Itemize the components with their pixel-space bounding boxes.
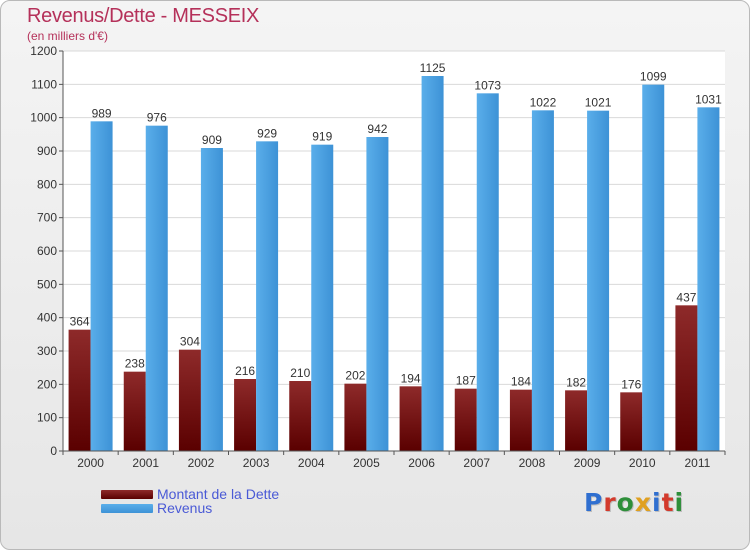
y-tick-label: 400 — [37, 311, 57, 325]
bar-revenus — [200, 148, 223, 451]
bar-dette — [68, 329, 91, 451]
y-tick-label: 600 — [37, 244, 57, 258]
bar-revenus — [311, 144, 334, 451]
legend-swatch-revenus — [101, 504, 153, 513]
legend-label-revenus: Revenus — [157, 500, 213, 516]
data-label-revenus: 1021 — [585, 96, 612, 110]
data-label-dette: 216 — [235, 364, 255, 378]
bar-revenus — [642, 84, 665, 452]
data-label-revenus: 1022 — [530, 95, 557, 109]
data-label-dette: 437 — [676, 290, 696, 304]
bar-revenus — [476, 93, 499, 451]
x-tick-label: 2002 — [188, 456, 215, 470]
bar-revenus — [421, 76, 444, 451]
bar-dette — [123, 371, 146, 451]
bar-revenus — [256, 141, 279, 452]
x-tick-label: 2010 — [629, 456, 656, 470]
logo-letter: r — [603, 488, 617, 517]
bar-dette — [675, 305, 698, 451]
data-label-revenus: 1073 — [474, 78, 501, 92]
data-label-revenus: 1125 — [420, 61, 446, 75]
x-tick-label: 2008 — [519, 456, 546, 470]
x-tick-label: 2009 — [574, 456, 601, 470]
data-label-dette: 184 — [511, 375, 531, 389]
y-tick-label: 200 — [37, 377, 57, 391]
proxiti-logo: Proxiti — [584, 488, 684, 517]
data-label-dette: 304 — [180, 335, 200, 349]
data-label-dette: 238 — [125, 357, 145, 371]
bar-revenus — [145, 125, 168, 452]
y-tick-label: 1200 — [30, 44, 57, 58]
y-tick-label: 0 — [50, 444, 57, 458]
bar-revenus — [90, 121, 113, 451]
bar-dette — [234, 379, 257, 451]
x-tick-label: 2006 — [408, 456, 435, 470]
logo-letter: i — [674, 488, 685, 517]
y-tick-label: 1100 — [31, 77, 57, 91]
bar-revenus — [587, 110, 610, 452]
data-label-revenus: 942 — [367, 122, 387, 136]
bar-dette — [509, 389, 532, 451]
data-label-dette: 187 — [456, 374, 476, 388]
data-label-dette: 194 — [401, 371, 421, 385]
logo-letter: i — [652, 488, 662, 517]
bar-dette — [289, 381, 312, 451]
bar-dette — [454, 388, 477, 451]
logo-letter: P — [584, 488, 604, 517]
logo-letter: x — [634, 488, 652, 517]
bar-dette — [399, 386, 422, 451]
x-tick-label: 2011 — [685, 456, 711, 470]
logo-letter: t — [661, 488, 675, 517]
y-tick-label: 100 — [37, 411, 57, 425]
y-tick-label: 800 — [37, 177, 57, 191]
legend-label-dette: Montant de la Dette — [157, 486, 280, 502]
x-tick-label: 2007 — [463, 456, 490, 470]
bar-dette — [178, 349, 201, 451]
data-label-dette: 202 — [345, 369, 365, 383]
data-label-revenus: 929 — [257, 126, 277, 140]
data-label-revenus: 1099 — [640, 70, 667, 84]
bar-dette — [620, 392, 643, 451]
data-label-revenus: 1031 — [695, 92, 722, 106]
data-label-revenus: 919 — [312, 130, 332, 144]
y-tick-label: 500 — [37, 277, 57, 291]
y-tick-label: 1000 — [30, 111, 57, 125]
x-tick-label: 2005 — [353, 456, 380, 470]
data-label-dette: 182 — [566, 375, 586, 389]
bar-revenus — [531, 110, 554, 451]
data-label-dette: 364 — [70, 315, 90, 329]
y-tick-label: 700 — [37, 211, 57, 225]
x-tick-label: 2000 — [77, 456, 104, 470]
bar-dette — [344, 383, 367, 451]
legend-swatch-dette — [101, 490, 153, 499]
y-tick-label: 900 — [37, 144, 57, 158]
data-label-revenus: 909 — [202, 133, 222, 147]
bar-revenus — [697, 107, 720, 451]
data-label-revenus: 976 — [147, 111, 167, 125]
x-tick-label: 2001 — [132, 456, 159, 470]
chart-subtitle: (en milliers d'€) — [27, 29, 108, 43]
data-label-revenus: 989 — [92, 106, 112, 120]
data-label-dette: 210 — [290, 366, 310, 380]
x-tick-label: 2004 — [298, 456, 325, 470]
bar-dette — [565, 390, 588, 451]
logo-letter: o — [616, 488, 635, 517]
bar-revenus — [366, 137, 389, 451]
y-tick-label: 300 — [37, 344, 57, 358]
x-tick-label: 2003 — [243, 456, 270, 470]
data-label-dette: 176 — [621, 377, 641, 391]
chart-title: Revenus/Dette - MESSEIX — [27, 5, 260, 27]
